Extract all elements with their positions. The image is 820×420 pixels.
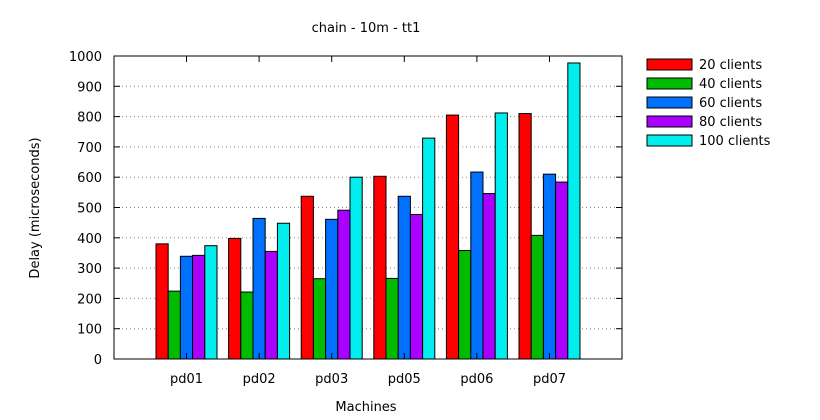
- legend-label: 20 clients: [699, 58, 762, 73]
- bar-pd06-40-clients: [458, 250, 472, 360]
- y-tick-label: 0: [94, 353, 102, 368]
- bar-pd05-80-clients: [409, 213, 424, 360]
- chart-title: chain - 10m - tt1: [312, 21, 421, 36]
- y-tick-label: 600: [77, 171, 102, 186]
- legend-swatch: [646, 115, 693, 128]
- y-tick-label: 900: [77, 80, 102, 95]
- y-tick-label: 300: [77, 262, 102, 277]
- bar-pd02-20-clients: [228, 237, 242, 360]
- legend-swatch: [646, 77, 693, 90]
- legend-swatch: [646, 134, 693, 147]
- bar-pd05-20-clients: [373, 175, 387, 360]
- bar-pd02-60-clients: [252, 217, 266, 360]
- bar-pd03-60-clients: [325, 218, 339, 360]
- y-tick-label: 100: [77, 323, 102, 338]
- legend-swatch: [646, 96, 693, 109]
- x-tick-label: pd05: [388, 372, 421, 387]
- bar-pd06-80-clients: [482, 193, 496, 360]
- bar-pd05-60-clients: [397, 195, 411, 360]
- x-tick-label: pd03: [315, 372, 348, 387]
- bar-pd01-40-clients: [167, 290, 181, 360]
- y-tick-label: 400: [77, 232, 102, 247]
- bars: [155, 62, 581, 360]
- bar-pd03-80-clients: [337, 209, 351, 360]
- x-axis-ticks: pd01 pd02 pd03 pd05 pd06 pd07: [170, 56, 566, 387]
- bar-pd01-100-clients: [204, 245, 218, 360]
- x-tick-label: pd02: [243, 372, 276, 387]
- legend: 20 clients 40 clients 60 clients 80 clients…: [646, 58, 771, 149]
- x-tick-label: pd07: [533, 372, 566, 387]
- bar-pd07-40-clients: [530, 234, 544, 360]
- y-axis-ticks: 0 100 200 300 400 500 600 700 800 900 1000: [69, 50, 622, 368]
- bar-pd05-40-clients: [385, 277, 399, 360]
- bar-pd02-100-clients: [276, 222, 291, 360]
- bar-pd01-80-clients: [192, 254, 206, 360]
- bar-pd06-100-clients: [494, 112, 508, 360]
- bar-pd01-60-clients: [179, 255, 194, 360]
- bar-pd06-60-clients: [470, 171, 484, 360]
- bar-pd07-100-clients: [567, 62, 581, 360]
- bar-pd03-40-clients: [312, 278, 327, 360]
- y-axis-label: Delay (microseconds): [28, 137, 43, 278]
- bar-pd02-80-clients: [264, 250, 278, 360]
- y-tick-label: 700: [77, 141, 102, 156]
- y-tick-label: 1000: [69, 50, 102, 65]
- x-tick-label: pd06: [460, 372, 493, 387]
- y-tick-label: 200: [77, 292, 102, 307]
- bar-pd01-20-clients: [155, 243, 169, 360]
- legend-label: 60 clients: [699, 96, 762, 111]
- legend-swatch: [646, 58, 693, 71]
- x-axis-label: Machines: [335, 400, 396, 415]
- legend-label: 80 clients: [699, 115, 762, 130]
- bar-pd02-40-clients: [240, 291, 254, 360]
- legend-label: 100 clients: [699, 134, 771, 149]
- bar-pd05-100-clients: [422, 137, 436, 360]
- y-tick-label: 800: [77, 111, 102, 126]
- y-tick-label: 500: [77, 202, 102, 217]
- bar-pd07-20-clients: [518, 113, 532, 360]
- legend-label: 40 clients: [699, 77, 762, 92]
- bar-pd06-20-clients: [445, 114, 460, 360]
- bar-pd07-80-clients: [555, 181, 569, 360]
- bar-pd03-20-clients: [300, 195, 314, 360]
- bar-pd03-100-clients: [349, 176, 363, 360]
- bar-pd07-60-clients: [542, 173, 557, 360]
- x-tick-label: pd01: [170, 372, 203, 387]
